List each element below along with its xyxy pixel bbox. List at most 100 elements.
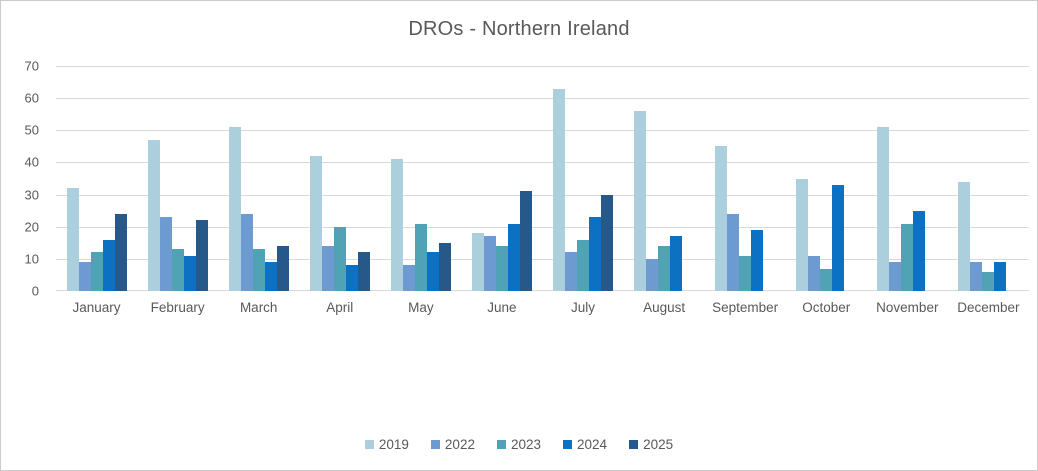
bar [820,268,833,291]
x-axis-label: April [326,300,354,315]
x-axis-label: January [72,300,121,315]
gridline [56,130,1029,132]
bar [195,220,208,291]
bar [727,213,740,291]
bar [78,262,91,291]
bar-group [786,66,867,291]
bar [102,239,115,291]
y-axis-tick-label: 20 [24,219,39,235]
y-axis-tick-label: 40 [24,154,39,170]
bar [438,242,451,291]
bar [240,213,253,291]
legend-swatch [364,440,374,449]
chart-title: DROs - Northern Ireland [408,18,630,40]
bar [321,246,334,291]
bar [345,265,358,291]
bar-group [624,66,705,291]
bar [634,111,647,291]
bar-group [218,66,299,291]
bar-group [705,66,786,291]
bar [183,255,196,291]
y-axis: 0 10 20 30 40 50 60 70 [1,59,45,299]
bar [913,210,926,291]
bar [601,194,613,291]
bars [56,66,1029,291]
gridline [56,226,1029,228]
bar [751,229,764,291]
bar [390,159,403,291]
legend-label: 2023 [510,437,542,452]
legend-item: 2024 [563,437,607,452]
bar [90,252,103,291]
gridline [56,98,1029,100]
legend-swatch [629,440,639,449]
legend-swatch [430,440,440,449]
bar [715,146,728,291]
bar [970,262,983,291]
bar [471,233,484,291]
y-axis-tick-label: 60 [24,90,39,106]
gridline [56,194,1029,196]
bar [414,223,427,291]
bar [808,255,821,291]
bar [309,156,322,291]
bar [159,217,172,291]
bar [147,139,160,291]
bar [889,262,902,291]
bar-group [137,66,218,291]
gridline [56,66,1029,67]
x-axis-label: July [571,300,596,315]
x-axis-label: February [150,300,205,315]
x-axis-label: October [802,300,851,315]
legend-item: 2025 [629,437,673,452]
bar [228,127,241,291]
bar-group [299,66,380,291]
bar [670,236,683,291]
bar [577,239,589,291]
bar [66,188,79,291]
legend-item: 2022 [430,437,475,452]
gridlines [56,66,1029,291]
bar [982,271,995,291]
bar [519,191,532,291]
y-axis-tick-label: 70 [24,58,39,74]
bar-group [948,66,1029,291]
legend-swatch [563,440,573,449]
bar [589,217,601,291]
gridline [56,162,1029,164]
bar [264,262,277,291]
bar [495,246,508,291]
bar-group [461,66,542,291]
bar [553,88,565,291]
bar [796,178,809,291]
legend-label: 2019 [378,437,409,452]
legend-swatch [496,440,506,449]
bar-group [56,66,137,291]
bar [877,127,890,291]
legend: 2019 2022 2023 2024 2025 [1,437,1037,452]
x-axis: January February March April May June July Augu… [56,300,1029,315]
y-axis-tick-label: 0 [31,283,39,299]
legend-label: 2022 [444,437,475,452]
bar-group [867,66,948,291]
legend-item: 2023 [496,437,542,452]
gridline [56,290,1029,291]
gridline [56,258,1029,260]
x-axis-label: December [957,300,1020,315]
bar [483,236,496,291]
bar [276,246,289,291]
bar [832,184,845,291]
bar [901,223,914,291]
bar [357,252,370,291]
x-axis-label: June [487,300,517,315]
bar [114,213,127,291]
bar-group [380,66,461,291]
bar [658,246,671,291]
bar [958,181,971,291]
bar [252,249,265,291]
x-axis-label: September [712,300,779,315]
x-axis-label: May [408,300,434,315]
bar [333,226,346,291]
legend-label: 2024 [577,437,608,452]
